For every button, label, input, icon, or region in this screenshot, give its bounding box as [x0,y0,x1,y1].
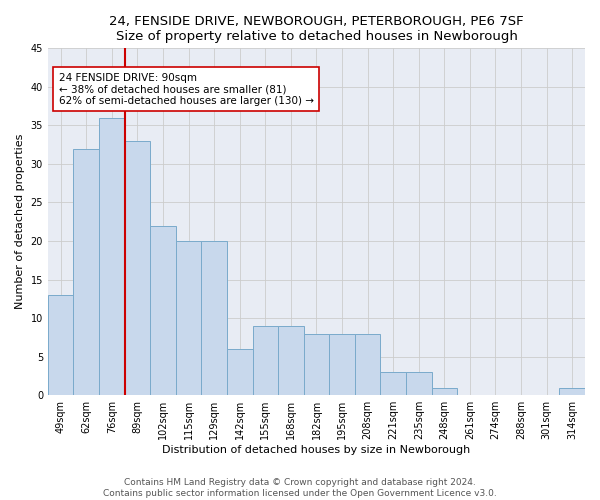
Y-axis label: Number of detached properties: Number of detached properties [15,134,25,310]
Bar [48,295,73,395]
Bar [99,118,125,395]
Bar [380,372,406,395]
Title: 24, FENSIDE DRIVE, NEWBOROUGH, PETERBOROUGH, PE6 7SF
Size of property relative t: 24, FENSIDE DRIVE, NEWBOROUGH, PETERBORO… [109,15,524,43]
Text: 24 FENSIDE DRIVE: 90sqm
← 38% of detached houses are smaller (81)
62% of semi-de: 24 FENSIDE DRIVE: 90sqm ← 38% of detache… [59,72,314,106]
X-axis label: Distribution of detached houses by size in Newborough: Distribution of detached houses by size … [163,445,470,455]
Bar [150,226,176,395]
Bar [125,141,150,395]
Bar [431,388,457,395]
Bar [278,326,304,395]
Bar [227,349,253,395]
Text: Contains HM Land Registry data © Crown copyright and database right 2024.
Contai: Contains HM Land Registry data © Crown c… [103,478,497,498]
Bar [73,148,99,395]
Bar [559,388,585,395]
Bar [304,334,329,395]
Bar [329,334,355,395]
Bar [406,372,431,395]
Bar [202,241,227,395]
Bar [355,334,380,395]
Bar [176,241,202,395]
Bar [253,326,278,395]
